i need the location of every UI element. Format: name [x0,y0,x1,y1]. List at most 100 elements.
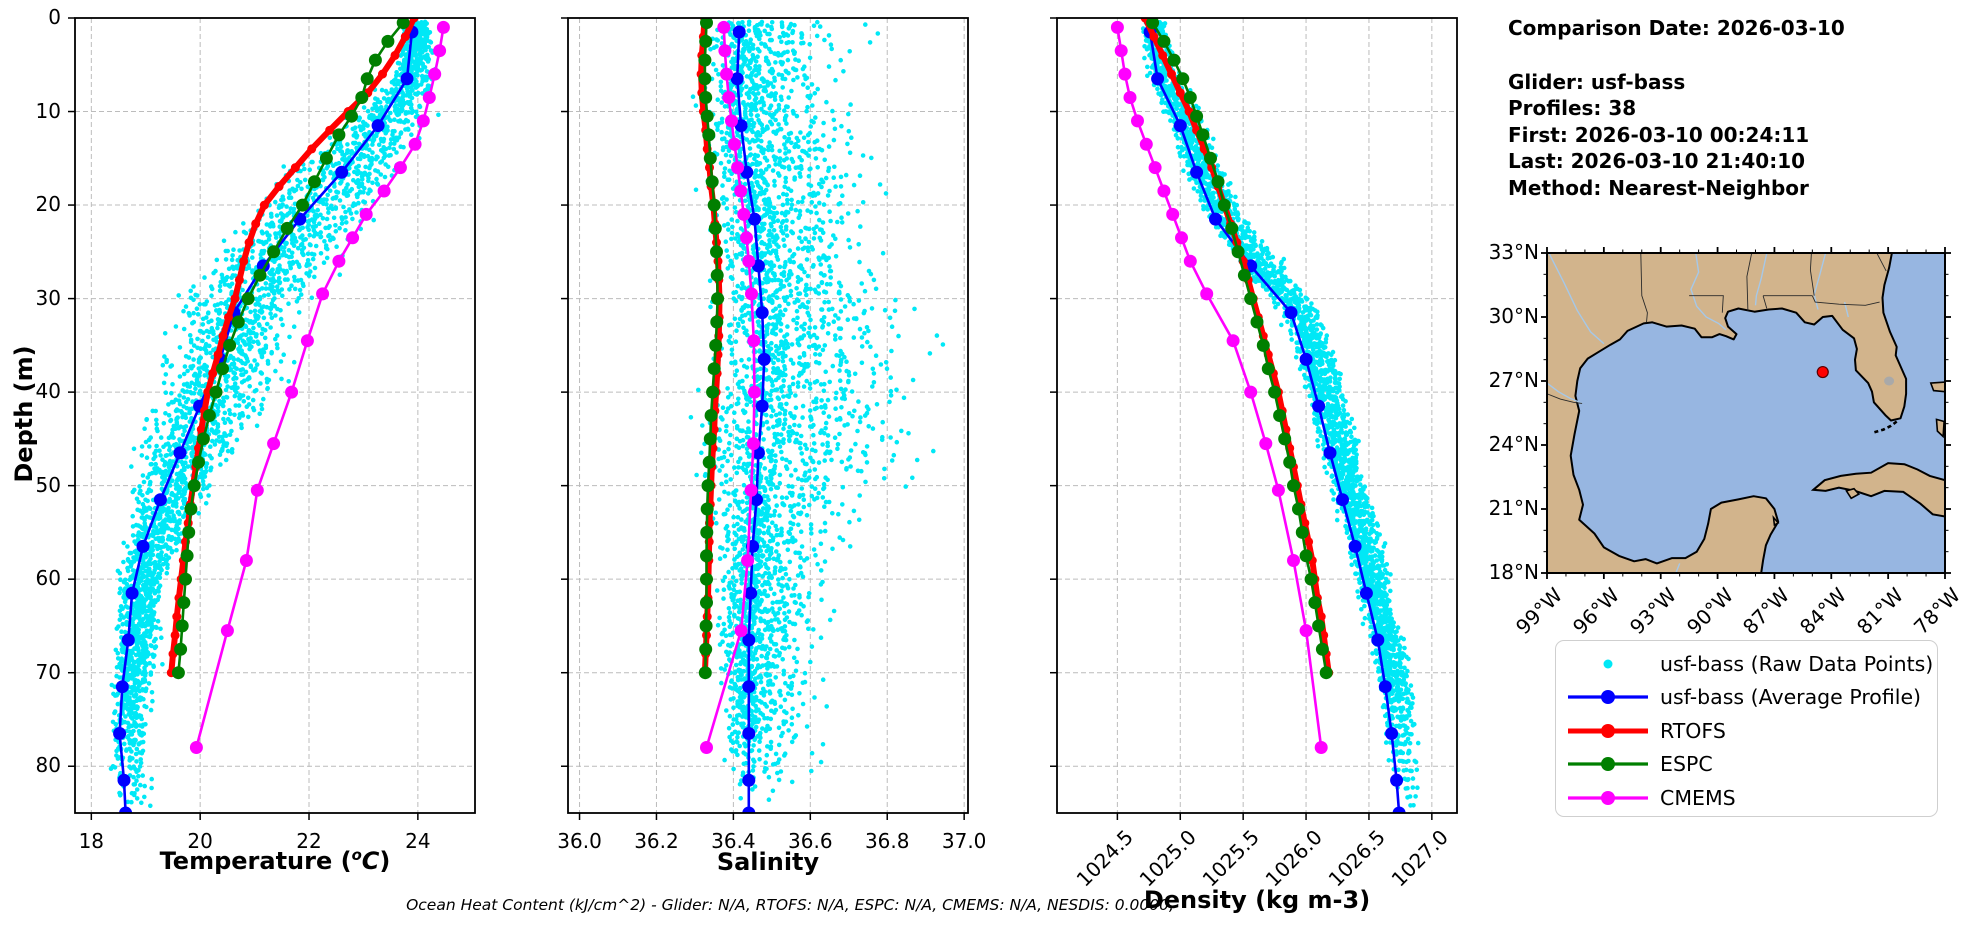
rtofs-line [166,18,419,678]
first-profile-time-text: First: 2026-03-10 00:24:11 [1508,122,1810,147]
florida-keys [1872,420,1898,434]
longitude-label: 81°W [1852,583,1909,640]
glider-name-text: Glider: usf-bass [1508,69,1686,94]
lake-okeechobee [1884,376,1895,386]
latitude-label: 18°N [1488,560,1539,584]
temperature-axis-label: Temperature (oC) [159,846,391,875]
x-tick-label: 36.8 [864,829,910,853]
latitude-label: 33°N [1488,240,1539,264]
x-tick-label: 1025.5 [1197,825,1265,892]
line-legend-icon [1568,690,1648,705]
river [1754,253,1768,306]
y-tick-label: 40 [35,379,61,404]
longitude-label: 96°W [1567,583,1624,640]
legend-item: RTOFS [1556,714,1937,748]
legend-item-label: CMEMS [1660,785,1736,810]
y-tick-label: 50 [35,472,61,497]
y-tick-label: 10 [35,98,61,123]
usf-bass-average-profile--line [730,25,771,813]
state-border [1762,295,1768,309]
y-tick-label: 70 [35,659,61,684]
state-border [1809,253,1815,296]
legend-item: usf-bass (Raw Data Points) [1556,647,1937,681]
comparison-info-panel: Comparison Date: 2026-03-10 Glider: usf-… [1508,15,1845,201]
river [1547,382,1583,405]
depth-axis-label: Depth (m) [10,345,38,483]
axis-ticks [561,17,965,820]
x-tick-label: 1025.0 [1134,825,1202,892]
longitude-label: 93°W [1624,583,1681,640]
last-profile-time-text: Last: 2026-03-10 21:40:10 [1508,149,1806,173]
espc-line [698,18,725,680]
raw-points-legend-icon [1603,659,1613,669]
cmems-line [1110,20,1328,754]
legend-item-label: usf-bass (Average Profile) [1660,685,1922,710]
axis-ticks [68,17,419,820]
river [1690,253,1727,331]
salinity-axis-label: Salinity [716,848,820,876]
state-border [1876,253,1887,272]
y-tick-label: 30 [35,285,61,310]
x-tick-label: 1024.5 [1071,825,1139,892]
cmems-line [700,20,761,754]
state-border [1689,295,1724,313]
longitude-label: 78°W [1908,583,1965,640]
line-legend-icon [1568,757,1648,772]
line-legend-icon [1568,790,1648,805]
legend-item-label: ESPC [1660,752,1713,777]
method-text: Method: Nearest-Neighbor [1508,175,1809,200]
longitude-label: 99°W [1510,583,1567,640]
temperature-profile-chart [68,17,476,820]
info-spacer [1508,42,1845,69]
state-border [1746,253,1753,311]
legend-item: ESPC [1556,748,1937,782]
state-border [1640,253,1648,323]
island [1845,487,1861,500]
legend: usf-bass (Raw Data Points) usf-bass (Aver… [1555,640,1938,817]
latitude-label: 27°N [1488,368,1539,392]
longitude-label: 84°W [1795,583,1852,640]
x-tick-label: 18 [78,829,105,853]
x-tick-label: 20 [187,829,213,853]
density-profile-chart [1050,17,1458,820]
x-tick-label: 22 [296,829,322,853]
island [1929,381,1945,393]
ocean-heat-content-footer: Ocean Heat Content (kJ/cm^2) - Glider: N… [406,896,1174,914]
x-tick-label: 1026.0 [1260,825,1328,892]
longitude-label: 87°W [1738,583,1795,640]
y-tick-label: 80 [35,753,61,778]
cmems-line [189,20,450,754]
north-america-landmass [1547,253,1908,573]
map-ticks [1541,247,1951,579]
x-tick-label: 36.4 [711,829,756,853]
legend-item-label: RTOFS [1660,718,1726,743]
legend-item: usf-bass (Average Profile) [1556,681,1937,715]
legend-item-label: usf-bass (Raw Data Points) [1660,651,1934,676]
y-tick-label: 60 [35,566,61,591]
island [1772,515,1780,527]
x-tick-label: 1027.0 [1386,825,1453,892]
island [1935,418,1945,439]
glider-position-marker [1816,365,1829,379]
comparison-date-text: Comparison Date: 2026-03-10 [1508,16,1845,40]
map-canvas [1541,247,1951,579]
latitude-label: 30°N [1488,304,1539,328]
profiles-count-text: Profiles: 38 [1508,96,1637,120]
river [1548,253,1605,345]
x-tick-label: 36.6 [788,829,833,853]
espc-line [1146,18,1333,680]
density-axis-label: Density (kg m-3) [1143,886,1371,914]
state-border [1547,393,1583,404]
x-tick-label: 37.0 [941,829,987,853]
state-border [1811,295,1880,306]
axis-ticks [1050,17,1433,820]
salinity-profile-chart [561,17,969,820]
river [1675,563,1681,573]
x-tick-label: 36.0 [557,829,602,853]
x-tick-label: 36.2 [634,829,679,853]
espc-line [171,18,410,680]
y-tick-label: 0 [48,5,61,29]
legend-item: CMEMS [1556,781,1937,815]
latitude-label: 21°N [1488,496,1539,520]
